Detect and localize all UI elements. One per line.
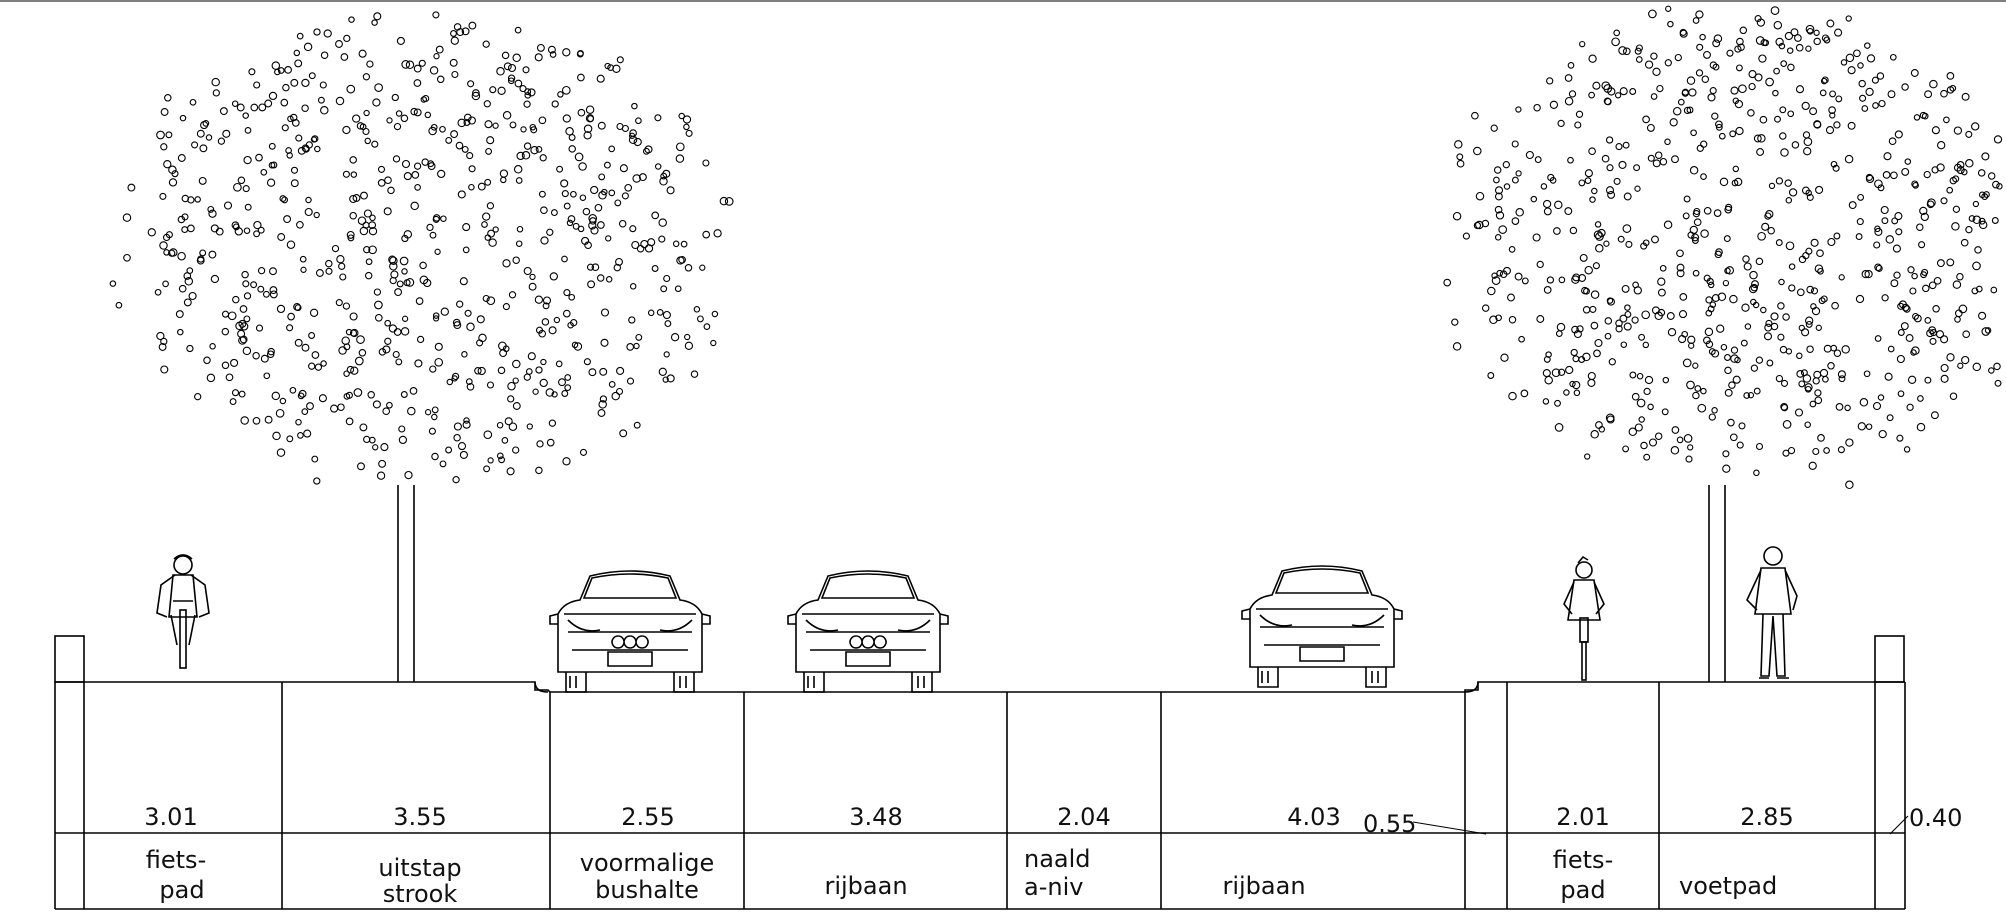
width-voormalige-bushalte: 2.55 [621, 803, 674, 831]
label-voormalige-2: bushalte [595, 876, 699, 904]
tree-right [1443, 5, 2003, 682]
width-fietspad-left: 3.01 [144, 803, 197, 831]
width-rijbaan-1: 3.48 [849, 803, 902, 831]
label-voetpad: voetpad [1679, 872, 1777, 900]
label-naald-1: naald [1024, 845, 1091, 873]
label-rijbaan-2: rijbaan [1222, 872, 1305, 900]
callout-curb-width: 0.40 [1909, 804, 1962, 832]
segment-labels: fiets- pad uitstap strook voormalige bus… [146, 845, 1777, 908]
car-rear-view-icon [787, 570, 949, 693]
label-fietspad-left-2: pad [159, 876, 204, 904]
segment-widths: 3.01 3.55 2.55 3.48 2.04 4.03 2.01 2.85 … [144, 803, 1962, 838]
label-voormalige-1: voormalige [580, 849, 714, 877]
tree-right-canopy [1443, 5, 2003, 490]
car-front-view-icon [1241, 565, 1403, 688]
curb-post-right [1874, 635, 1905, 683]
label-naald-2: a-niv [1024, 873, 1083, 901]
pedestrian-icon [1746, 546, 1798, 679]
width-naald: 2.04 [1057, 803, 1110, 831]
tree-left-canopy [109, 11, 734, 485]
width-fietspad-right: 2.01 [1556, 803, 1609, 831]
car-rear-view-icon [549, 570, 711, 693]
label-rijbaan-1: rijbaan [824, 872, 907, 900]
label-uitstapstrook-1: uitstap [378, 854, 461, 882]
tree-left [109, 11, 734, 682]
ground-profile [54, 635, 1905, 693]
width-rijbaan-2: 4.03 [1287, 803, 1340, 831]
width-voetpad: 2.85 [1740, 803, 1793, 831]
label-uitstapstrook-2: strook [383, 880, 458, 908]
cyclist-right-icon [1563, 555, 1605, 681]
dimension-table [54, 682, 1906, 910]
label-fietspad-right-2: pad [1560, 876, 1605, 904]
label-fietspad-right-1: fiets- [1553, 846, 1613, 874]
cyclist-left-icon [156, 554, 210, 669]
width-uitstapstrook: 3.55 [393, 803, 446, 831]
label-fietspad-left-1: fiets- [146, 846, 206, 874]
curb-post-left [54, 635, 85, 683]
callout-gutter-width: 0.55 [1363, 810, 1416, 838]
